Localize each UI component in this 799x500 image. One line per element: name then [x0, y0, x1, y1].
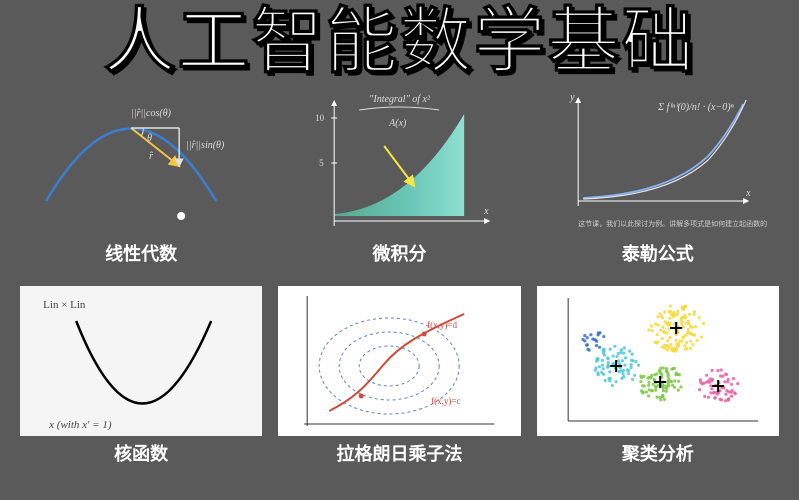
- panel-taylor: y x Σ f⁽ⁿ⁾(0)/n! · (x−0)ⁿ 这节课，我们以此探讨为例。讲…: [537, 86, 779, 278]
- curve-2: [583, 100, 746, 199]
- lagrange-bottom: f(x,y)=c: [431, 396, 460, 406]
- cluster-label: 聚类分析: [622, 440, 694, 466]
- taylor-formula: Σ f⁽ⁿ⁾(0)/n! · (x−0)ⁿ: [657, 102, 734, 113]
- sin-label: ||r̂||sin(θ): [186, 140, 225, 151]
- panel-cluster: 聚类分析: [537, 286, 779, 478]
- integral-figure: 5 10 "Integral" of x² A(x) x: [278, 86, 520, 236]
- lagrange-top: f(x,y)=d: [427, 320, 457, 330]
- panel-calculus: 5 10 "Integral" of x² A(x) x 微积分: [278, 86, 520, 278]
- panel-grid: θ ||r̂||cos(θ) ||r̂||sin(θ) r̂ 线性代数: [0, 78, 799, 488]
- point-2: [422, 332, 427, 337]
- panel-lagrange: f(x,y)=d f(x,y)=c 拉格朗日乘子法: [278, 286, 520, 478]
- linear-figure: θ ||r̂||cos(θ) ||r̂||sin(θ) r̂: [20, 86, 262, 236]
- kernel-figure: Lin × Lin x (with x' = 1): [20, 286, 262, 436]
- theta-label: θ: [147, 133, 152, 144]
- lagrange-label: 拉格朗日乘子法: [336, 440, 462, 466]
- taylor-figure: y x Σ f⁽ⁿ⁾(0)/n! · (x−0)ⁿ 这节课，我们以此探讨为例。讲…: [537, 86, 779, 236]
- r-label: r̂: [149, 151, 153, 162]
- lagrange-figure: f(x,y)=d f(x,y)=c: [278, 286, 520, 436]
- ytick-5: 5: [319, 158, 324, 168]
- kernel-label: 核函数: [114, 440, 168, 466]
- linear-label: 线性代数: [105, 240, 177, 266]
- arrow-icon: [384, 146, 414, 186]
- y-axis-label: y: [569, 92, 575, 103]
- cluster-figure: [537, 286, 779, 436]
- taylor-label: 泰勒公式: [622, 240, 694, 266]
- curve-1: [583, 104, 743, 198]
- ytick-10: 10: [315, 113, 325, 123]
- brace: [359, 107, 439, 110]
- x-axis-label: x: [745, 188, 751, 199]
- area-label: A(x): [388, 118, 407, 129]
- cos-label: ||r̂||cos(θ): [131, 108, 171, 119]
- panel-kernel: Lin × Lin x (with x' = 1) 核函数: [20, 286, 262, 478]
- main-title: 人工智能数学基础: [0, 0, 799, 78]
- ball-icon: [177, 212, 185, 220]
- panel-linear-algebra: θ ||r̂||cos(θ) ||r̂||sin(θ) r̂ 线性代数: [20, 86, 262, 278]
- x-label: x: [483, 206, 489, 217]
- kernel-bottom: x (with x' = 1): [48, 419, 112, 431]
- integral-label: 微积分: [372, 240, 426, 266]
- kernel-title: Lin × Lin: [43, 299, 86, 311]
- taylor-caption: 这节课，我们以此探讨为例。讲解多项式是如何建立起函数的: [578, 219, 767, 228]
- point-1: [359, 394, 364, 399]
- integral-title: "Integral" of x²: [369, 94, 431, 105]
